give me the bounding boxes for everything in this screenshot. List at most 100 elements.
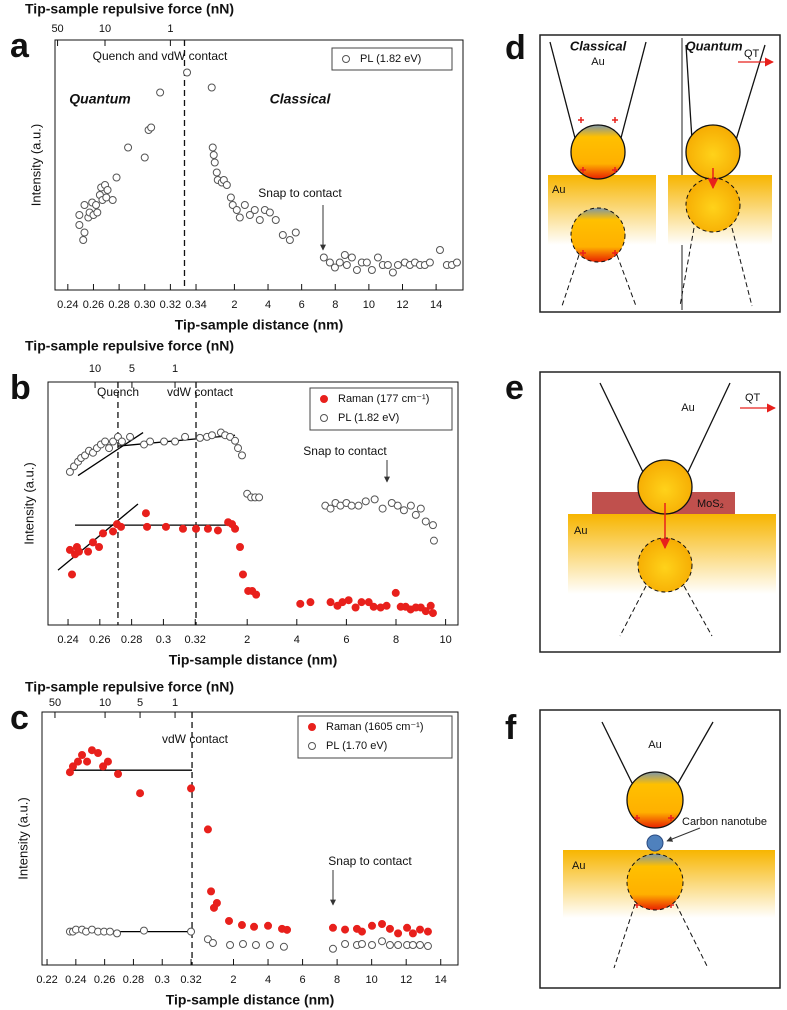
data-point [234,444,243,453]
data-point [232,206,241,214]
data-point [452,258,461,267]
plot-frame [41,711,459,966]
data-point [95,542,104,551]
data-point [251,941,260,950]
data-point [80,201,89,209]
data-point [147,123,156,132]
x-tick-label: 0.32 [160,299,181,311]
data-point [108,196,117,204]
data-point [385,924,394,933]
top-axis-title: Tip-sample repulsive force (nN) [25,679,234,695]
x-tick-label: 0.30 [134,299,155,311]
data-point [88,538,97,547]
panel-label: b [10,369,31,407]
data-point [99,762,108,771]
diagram-d: d Classical Quantum Au QT Au [505,29,781,313]
tip-image [616,254,637,307]
data-point [75,211,84,219]
x-tick-label: 4 [265,299,271,311]
data-point [385,941,394,950]
x-tick-label: 10 [439,634,451,646]
tip [549,41,576,139]
data-point [347,253,356,262]
legend-marker [308,742,316,750]
x-tick-label: 0.28 [121,634,142,646]
data-point [411,510,420,519]
data-point [393,501,402,510]
annotation: Quench [97,385,139,399]
data-point [351,603,360,612]
tip [601,721,634,786]
data-point [408,929,417,938]
data-point [373,253,382,262]
nanotube [646,834,664,852]
tip [735,44,766,141]
panel-label: c [10,699,29,737]
data-point [113,929,122,938]
data-point [341,940,350,949]
data-point [255,216,264,224]
data-point [109,437,118,446]
cnt-label: Carbon nanotube [682,816,767,828]
data-point [388,268,397,277]
data-point [367,941,376,950]
charges [634,815,674,908]
top-tick-label: 50 [49,697,61,709]
data-point [75,547,84,556]
y-axis-title: Intensity (a.u.) [28,124,43,206]
legend-label: PL (1.82 eV) [338,412,399,424]
au-label: Au [552,184,565,196]
legend-box [297,715,453,759]
data-point [393,261,402,269]
data-point [112,173,121,182]
tip [620,41,647,139]
data-point [354,501,363,510]
data-point [342,261,351,269]
x-tick-label: 4 [265,974,271,986]
data-point [237,451,246,460]
annotation: Snap to contact [258,186,342,200]
top-tick-label: 50 [51,23,63,35]
image-sphere [626,853,684,911]
tip [599,382,644,473]
annotation: Snap to contact [303,444,387,458]
x-tick-label: 2 [231,299,237,311]
tip [687,382,731,473]
data-point [225,916,234,925]
data-point [237,921,246,930]
data-point [109,527,118,536]
annotation: vdW contact [162,732,229,746]
tip [685,44,693,141]
data-point [75,221,84,229]
data-point [231,436,240,445]
annotation: vdW contact [167,385,234,399]
data-point [105,444,114,453]
x-tick-label: 14 [430,299,442,311]
tip [676,721,714,786]
data-point [265,208,274,217]
x-tick-label: 2 [230,974,236,986]
data-point [68,762,77,771]
tip-image [731,227,753,307]
data-point [416,941,425,950]
x-tick-label: 0.34 [185,299,206,311]
diagram-e: e Au QT MoS₂ Au [505,369,781,653]
x-tick-label: 0.26 [83,299,104,311]
data-point [403,923,412,932]
x-tick-label: 0.3 [155,974,170,986]
x-tick-label: 0.22 [36,974,57,986]
annotation: Quantum [69,91,130,107]
x-tick-label: 0.26 [89,634,110,646]
x-tick-label: 6 [343,634,349,646]
data-point [93,208,102,217]
legend-box [331,47,453,71]
data-point [212,168,221,177]
data-point [65,467,74,476]
data-point [208,938,217,947]
data-point [406,501,415,510]
tip-image [619,585,647,637]
x-tick-label: 12 [396,299,408,311]
top-tick-label: 5 [137,697,143,709]
data-point [279,942,288,951]
